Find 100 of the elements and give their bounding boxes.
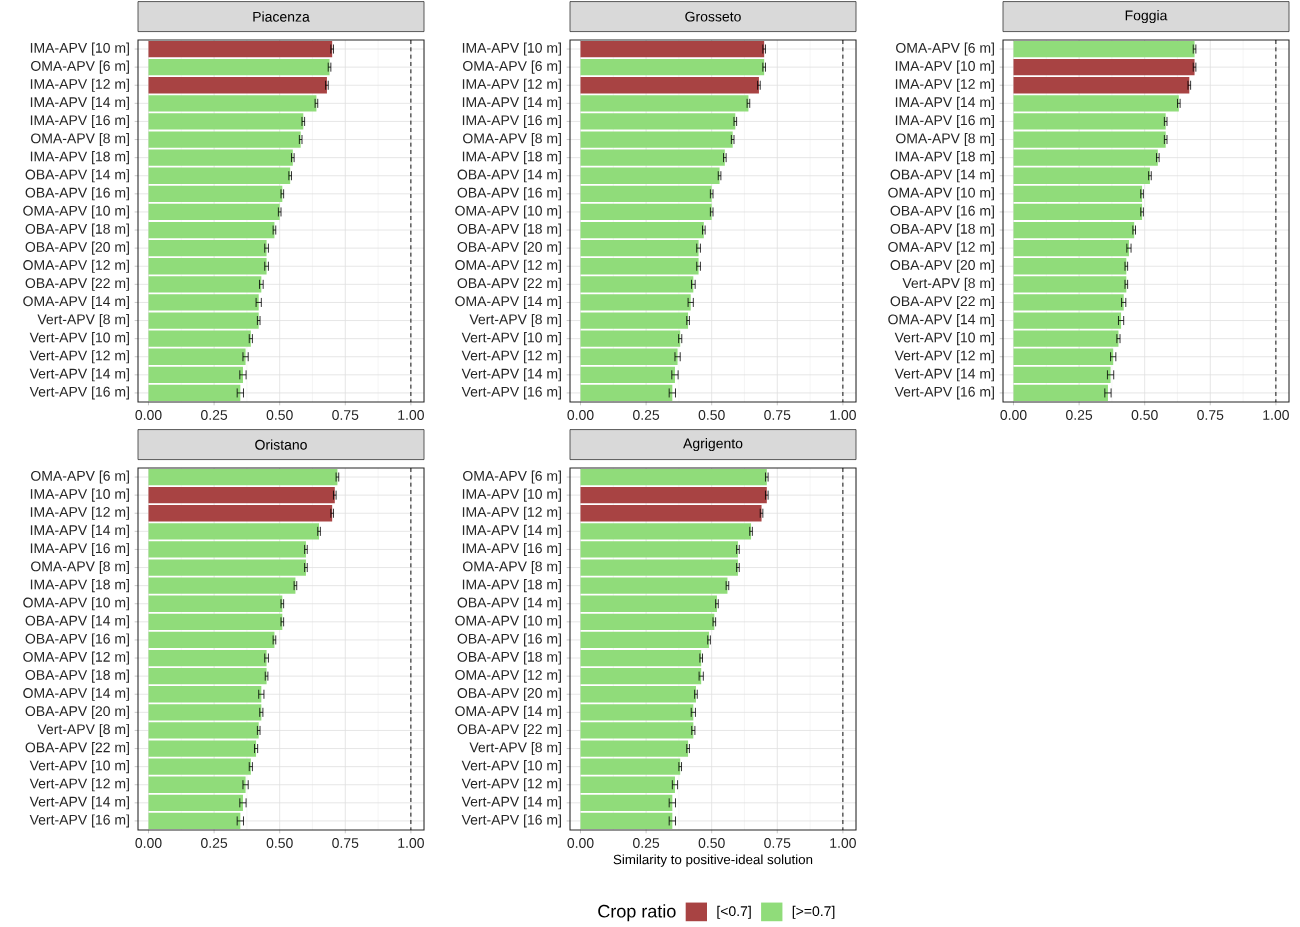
bar [148,667,267,685]
y-tick-label: IMA-APV [14 m] [462,524,561,538]
y-tick-label: OBA-APV [18 m] [457,651,561,665]
y-tick-label: OMA-APV [8 m] [31,133,129,147]
bar [580,794,673,811]
y-tick-label: IMA-APV [12 m] [462,506,561,520]
x-tick-label: 0.00 [1000,410,1027,420]
y-tick-label: OBA-APV [20 m] [890,259,994,273]
x-tick-label: 0.00 [567,410,594,420]
x-tick-label: 0.50 [266,410,293,420]
bar [148,221,275,239]
x-tick-label: 1.00 [830,410,856,420]
bar [1013,167,1150,184]
chart-title: Agrigento [683,438,743,452]
y-tick-label: Vert-APV [16 m] [461,814,561,828]
bar [148,40,333,58]
y-tick-label: OMA-APV [8 m] [463,133,561,147]
y-tick-label: IMA-APV [14 m] [462,96,561,110]
bar [580,649,702,667]
bar [580,59,765,76]
y-tick-label: IMA-APV [10 m] [462,488,561,502]
legend-label: [>=0.7] [792,905,835,919]
y-tick-label: OMA-APV [14 m] [888,314,994,328]
bar [1013,221,1135,239]
y-tick-label: OMA-APV [6 m] [31,60,129,74]
y-tick-label: IMA-APV [16 m] [895,114,994,128]
bar [580,505,762,522]
y-tick-label: Vert-APV [14 m] [461,796,561,810]
y-tick-label: IMA-APV [16 m] [462,542,561,556]
bar [580,239,699,257]
bar [580,523,752,540]
chart-title: Grosseto [685,11,741,22]
y-tick-label: OMA-APV [8 m] [463,561,561,575]
bar [580,366,675,383]
y-tick-label: OBA-APV [18 m] [25,669,129,683]
y-tick-label: OBA-APV [18 m] [25,223,129,237]
x-tick-label: 0.50 [698,838,725,848]
bar [580,384,673,402]
bar [148,631,275,649]
bar [580,668,702,685]
y-tick-label: Vert-APV [14 m] [29,796,129,810]
bar [1013,40,1195,58]
y-tick-label: OBA-APV [16 m] [25,187,129,201]
chart-title: Oristano [255,439,307,450]
y-tick-label: IMA-APV [18 m] [462,151,561,165]
x-tick-label: 0.25 [633,410,660,420]
bar [148,613,283,630]
bar [148,487,335,504]
chart-title: Foggia [1125,10,1168,24]
bar [1013,276,1127,293]
y-tick-label: OMA-APV [10 m] [23,205,129,219]
y-tick-label: OMA-APV [6 m] [463,60,561,74]
bar [148,59,330,76]
bar [580,258,699,275]
y-tick-label: Vert-APV [16 m] [461,386,561,400]
y-tick-label: IMA-APV [10 m] [895,60,994,74]
x-tick-label: 0.25 [201,838,228,848]
y-tick-label: OMA-APV [8 m] [31,561,129,575]
bar [1013,239,1129,257]
y-tick-label: IMA-APV [16 m] [30,542,129,556]
y-tick-label: OBA-APV [14 m] [457,169,561,183]
bar [148,468,338,486]
bar [580,185,712,202]
y-tick-label: IMA-APV [12 m] [895,78,994,92]
bar [148,686,262,703]
y-tick-label: Vert-APV [10 m] [29,760,129,774]
x-tick-label: 0.50 [266,838,293,848]
y-tick-label: OMA-APV [6 m] [31,470,129,484]
bar [580,812,673,830]
y-tick-label: OMA-APV [14 m] [455,295,561,309]
bar [580,487,767,504]
x-tick-label: 0.25 [1066,410,1093,420]
y-tick-label: Vert-APV [12 m] [894,350,994,364]
x-tick-label: 1.00 [1263,410,1289,420]
y-tick-label: OBA-APV [18 m] [890,223,994,237]
bar [148,95,317,112]
y-tick-label: OBA-APV [22 m] [25,277,129,291]
y-tick-label: Vert-APV [16 m] [29,814,129,828]
bar [1013,185,1143,202]
x-tick-label: 1.00 [398,838,424,848]
y-tick-label: OMA-APV [12 m] [455,259,561,273]
y-tick-label: OBA-APV [14 m] [457,597,561,611]
y-tick-label: OMA-APV [10 m] [23,597,129,611]
y-tick-label: IMA-APV [18 m] [30,579,129,593]
y-tick-label: OBA-APV [20 m] [457,241,561,255]
x-tick-label: 0.75 [764,410,791,420]
y-tick-label: OMA-APV [12 m] [23,651,129,665]
bar [580,776,675,793]
bar [580,221,704,239]
bar [148,704,262,721]
bar [580,77,759,94]
bar [148,185,283,202]
x-tick-label: 0.25 [633,838,660,848]
y-tick-label: IMA-APV [12 m] [30,78,129,92]
bar [148,595,283,612]
y-tick-label: OMA-APV [14 m] [455,705,561,719]
y-tick-label: IMA-APV [10 m] [462,42,561,56]
bar [148,276,262,293]
y-tick-label: Vert-APV [8 m] [469,742,561,756]
x-tick-label: 1.00 [830,838,856,848]
